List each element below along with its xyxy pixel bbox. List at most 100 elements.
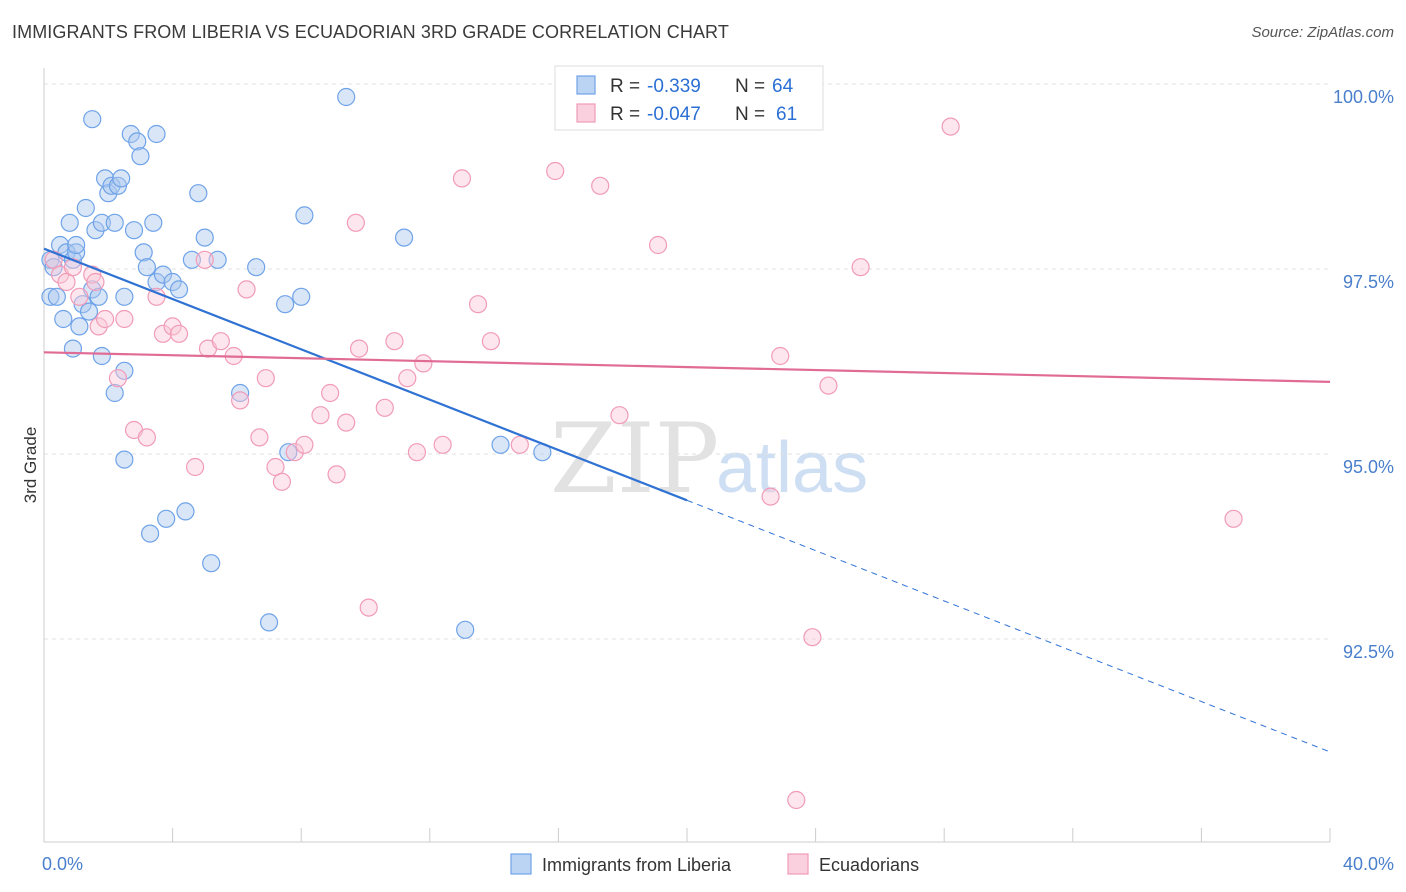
point-liberia xyxy=(140,524,160,543)
point-liberia xyxy=(394,228,414,247)
point-ecuadorians xyxy=(851,258,870,277)
point-liberia xyxy=(67,235,86,255)
point-liberia xyxy=(54,309,73,329)
point-ecuadorians xyxy=(385,332,404,351)
point-ecuadorians xyxy=(108,369,128,388)
point-liberia xyxy=(83,110,102,129)
point-liberia xyxy=(60,213,79,232)
point-ecuadorians xyxy=(195,250,214,269)
point-liberia xyxy=(147,272,166,292)
point-ecuadorians xyxy=(468,295,488,314)
x-tick-label-min: 0.0% xyxy=(42,854,83,874)
point-liberia xyxy=(131,147,150,166)
series-legend: Immigrants from Liberia Ecuadorians xyxy=(510,853,919,875)
bottom-legend-swatch-liberia xyxy=(510,853,532,875)
point-ecuadorians xyxy=(819,376,838,395)
watermark-zip: ZIP xyxy=(550,403,719,515)
axis-layer: 100.0% 97.5% 95.0% 92.5% xyxy=(43,68,1394,843)
point-ecuadorians xyxy=(648,235,668,255)
point-liberia xyxy=(276,295,295,314)
point-ecuadorians xyxy=(941,117,960,136)
point-liberia xyxy=(134,243,153,262)
point-ecuadorians xyxy=(169,324,189,343)
point-ecuadorians xyxy=(546,161,565,181)
legend-swatch-ecuadorians xyxy=(576,103,596,123)
point-liberia xyxy=(195,228,214,247)
point-ecuadorians xyxy=(510,435,529,454)
trendline-ecuadorians xyxy=(43,351,1331,383)
point-liberia xyxy=(279,443,298,462)
point-liberia xyxy=(79,302,99,321)
chart-title: IMMIGRANTS FROM LIBERIA VS ECUADORIAN 3R… xyxy=(12,22,729,42)
point-ecuadorians xyxy=(375,398,394,417)
y-axis-label: 3rd Grade xyxy=(21,427,40,504)
point-ecuadorians xyxy=(337,413,356,432)
point-liberia xyxy=(47,287,66,306)
point-liberia xyxy=(124,221,144,240)
point-ecuadorians xyxy=(137,428,156,447)
point-liberia xyxy=(189,184,208,203)
point-ecuadorians xyxy=(359,598,378,617)
point-ecuadorians xyxy=(231,391,250,410)
x-tick-label-max: 40.0% xyxy=(1343,854,1394,874)
stats-legend-box xyxy=(554,65,824,131)
point-ecuadorians xyxy=(250,428,269,447)
point-liberia xyxy=(456,620,475,639)
point-ecuadorians xyxy=(70,287,89,306)
legend-swatch-liberia xyxy=(576,75,596,95)
point-ecuadorians xyxy=(311,406,330,425)
point-liberia xyxy=(182,250,201,269)
point-liberia xyxy=(163,272,182,292)
point-liberia xyxy=(112,169,131,188)
point-liberia xyxy=(153,265,173,284)
point-liberia xyxy=(169,280,189,299)
point-ecuadorians xyxy=(237,280,256,299)
source-credit: Source: ZipAtlas.com xyxy=(1251,24,1394,41)
point-ecuadorians xyxy=(256,369,275,388)
point-liberia xyxy=(41,287,60,306)
y-tick-label: 95.0% xyxy=(1343,457,1394,477)
point-ecuadorians xyxy=(95,309,115,329)
point-liberia xyxy=(491,435,510,454)
point-ecuadorians xyxy=(295,435,314,454)
point-liberia xyxy=(137,258,156,277)
y-tick-label: 92.5% xyxy=(1343,642,1394,662)
point-liberia xyxy=(76,198,95,218)
point-ecuadorians xyxy=(407,443,427,462)
point-ecuadorians xyxy=(272,472,292,491)
point-liberia xyxy=(259,613,279,632)
point-liberia xyxy=(231,383,250,403)
point-ecuadorians xyxy=(327,465,346,484)
point-liberia xyxy=(128,132,147,151)
y-tick-label: 100.0% xyxy=(1333,87,1394,107)
point-ecuadorians xyxy=(771,346,790,366)
legend-n-value-ecuadorians: 61 xyxy=(776,104,797,125)
point-ecuadorians xyxy=(349,339,369,358)
point-liberia xyxy=(86,221,105,240)
point-liberia xyxy=(247,258,266,277)
trendline-liberia-extension xyxy=(686,499,1331,753)
point-ecuadorians xyxy=(86,272,105,292)
point-ecuadorians xyxy=(321,383,340,403)
point-liberia xyxy=(115,287,134,306)
bottom-legend-label-liberia: Immigrants from Liberia xyxy=(542,855,732,875)
y-tick-label: 97.5% xyxy=(1343,272,1394,292)
trendline-liberia xyxy=(43,247,688,502)
point-liberia xyxy=(70,317,89,336)
point-ecuadorians xyxy=(761,487,780,506)
point-ecuadorians xyxy=(481,332,500,351)
legend-r-label-ecuadorians: R = xyxy=(610,104,640,125)
legend-n-label-ecuadorians: N = xyxy=(735,104,765,125)
point-ecuadorians xyxy=(433,435,452,454)
point-liberia xyxy=(292,287,311,306)
legend-n-label-liberia: N = xyxy=(735,76,765,97)
point-ecuadorians xyxy=(163,317,182,336)
point-liberia xyxy=(176,502,195,521)
point-liberia xyxy=(89,287,108,306)
legend-r-label-liberia: R = xyxy=(610,76,640,97)
point-ecuadorians xyxy=(452,169,472,188)
point-liberia xyxy=(44,258,63,277)
point-liberia xyxy=(102,176,121,195)
point-ecuadorians xyxy=(63,258,83,277)
